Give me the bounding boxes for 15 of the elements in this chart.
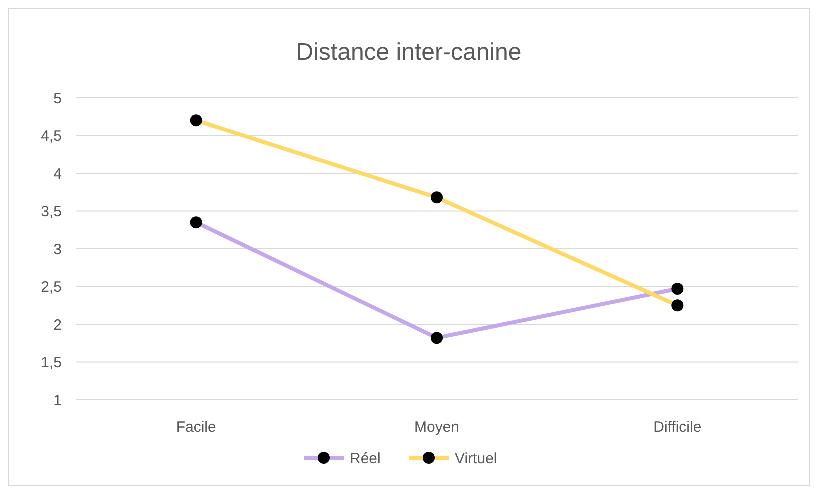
y-tick-label: 5	[54, 90, 62, 108]
y-tick-label: 1,5	[41, 354, 62, 372]
y-tick-label: 4	[54, 166, 62, 183]
x-tick-label: Moyen	[414, 419, 460, 436]
legend-label: Virtuel	[455, 450, 498, 468]
y-tick-label: 1	[54, 392, 62, 410]
y-tick-label: 4,5	[41, 128, 62, 145]
chart-title: Distance inter-canine	[296, 39, 522, 66]
y-tick-label: 2,5	[41, 279, 62, 296]
x-tick-label: Difficile	[654, 419, 702, 436]
y-tick-label: 3	[54, 241, 62, 258]
y-tick-label: 2	[54, 316, 62, 334]
legend-label: Réel	[350, 450, 381, 468]
x-tick-label: Facile	[176, 419, 216, 436]
y-tick-label: 3,5	[41, 204, 62, 220]
